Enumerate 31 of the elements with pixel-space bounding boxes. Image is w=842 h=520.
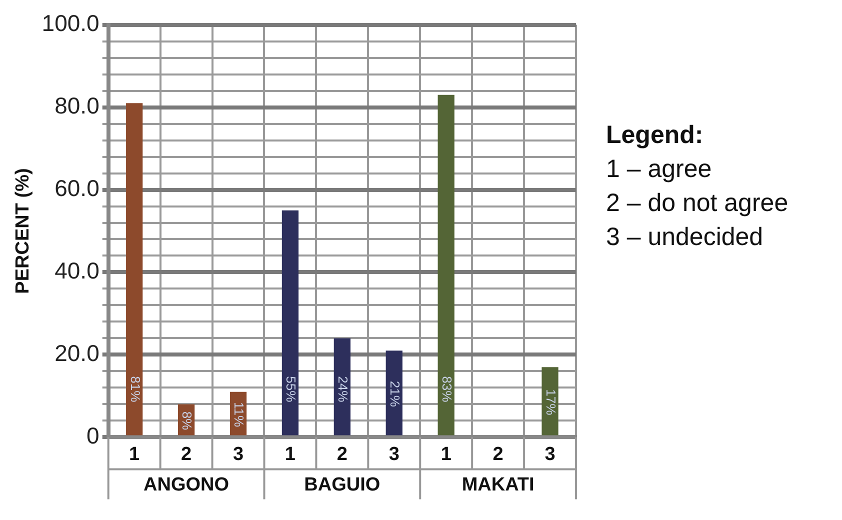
x-tick-label: 3 <box>232 444 244 465</box>
y-tick-label: 100.0 <box>42 10 100 36</box>
data-label: 21% <box>388 380 403 408</box>
y-tick-label: 80.0 <box>54 92 100 119</box>
x-tick-label: 2 <box>181 444 192 465</box>
data-label: 83% <box>440 376 455 403</box>
y-tick-label: 60.0 <box>54 175 100 202</box>
text: 1 – agree <box>606 154 713 185</box>
x-tick-label: 2 <box>336 444 348 465</box>
text: BAGUIO <box>304 474 380 496</box>
x-tick-label: 2 <box>492 444 504 465</box>
data-label: 24% <box>336 376 351 403</box>
y-tick-label: 20.0 <box>54 340 100 366</box>
x-tick-label: 3 <box>388 444 400 465</box>
x-tick-label: 1 <box>284 444 296 465</box>
text: 3 – undecided <box>606 222 764 253</box>
y-tick-label: 40.0 <box>54 258 100 284</box>
text: 2 – do not agree <box>606 188 788 219</box>
data-label: 17% <box>543 389 558 416</box>
data-label: 8% <box>180 411 195 431</box>
legend-title: Legend: <box>606 120 704 151</box>
y-tick-label: 0 <box>86 422 100 449</box>
y-axis-title: PERCENT (%) <box>12 168 34 294</box>
text: MAKATI <box>462 474 534 496</box>
data-label: 55% <box>284 376 299 403</box>
data-label: 11% <box>232 402 247 428</box>
text: ANGONO <box>144 474 230 496</box>
data-label: 81% <box>128 376 143 403</box>
x-tick-label: 1 <box>440 444 452 465</box>
x-tick-label: 3 <box>544 444 556 465</box>
x-tick-label: 1 <box>129 444 140 465</box>
